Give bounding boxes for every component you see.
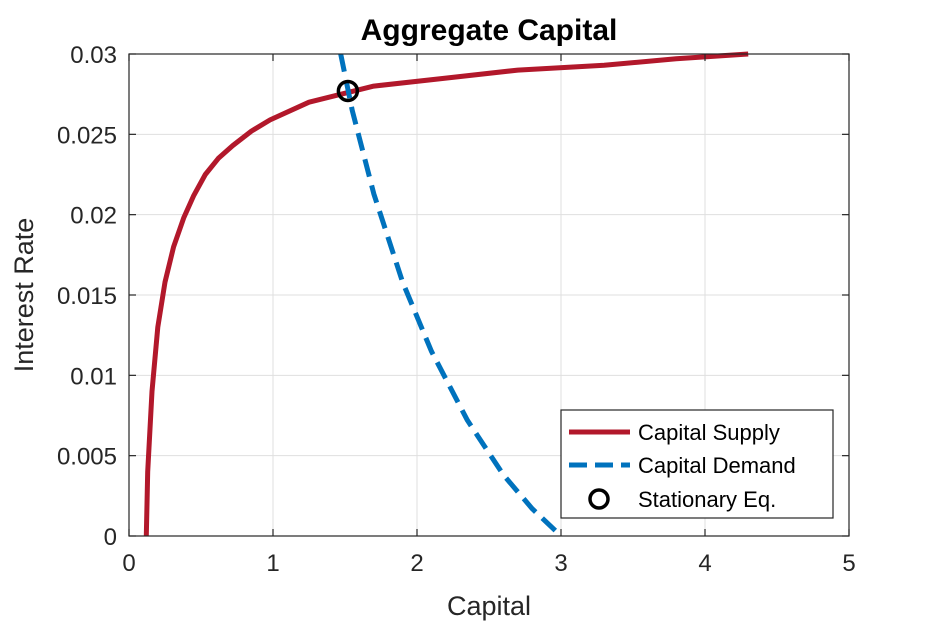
legend: Capital Supply Capital Demand Stationary…: [560, 409, 834, 519]
y-tick-label: 0.02: [70, 203, 117, 230]
y-axis-label: Interest Rate: [9, 218, 39, 373]
plot-series: [143, 51, 749, 538]
stationary-eq-marker: [336, 79, 360, 103]
x-tick-label: 3: [554, 550, 567, 577]
x-tick-label: 1: [266, 550, 279, 577]
y-tick-label: 0.015: [57, 283, 117, 310]
x-axis-label: Capital: [447, 591, 531, 621]
x-tick-label: 5: [842, 550, 855, 577]
legend-label-capital-supply: Capital Supply: [638, 420, 780, 445]
x-tick-label: 4: [698, 550, 711, 577]
legend-label-capital-demand: Capital Demand: [638, 453, 796, 478]
y-tick-label: 0.005: [57, 444, 117, 471]
x-tick-label: 2: [410, 550, 423, 577]
legend-label-stationary-eq: Stationary Eq.: [638, 487, 776, 512]
chart-title: Aggregate Capital: [361, 14, 618, 47]
tick-labels: 0 1 2 3 4 5 0 0.005 0.01 0.015 0.02 0.025 0.03: [57, 42, 856, 577]
y-tick-label: 0.03: [70, 42, 117, 69]
capital-supply-line: [143, 51, 749, 537]
y-tick-label: 0.025: [57, 122, 117, 149]
y-tick-label: 0: [104, 524, 117, 551]
axes: [128, 53, 850, 537]
y-tick-label: 0.01: [70, 363, 117, 390]
x-tick-label: 0: [122, 550, 135, 577]
legend-swatch-stationary-eq: [588, 488, 610, 510]
capital-demand-line: [338, 53, 563, 538]
